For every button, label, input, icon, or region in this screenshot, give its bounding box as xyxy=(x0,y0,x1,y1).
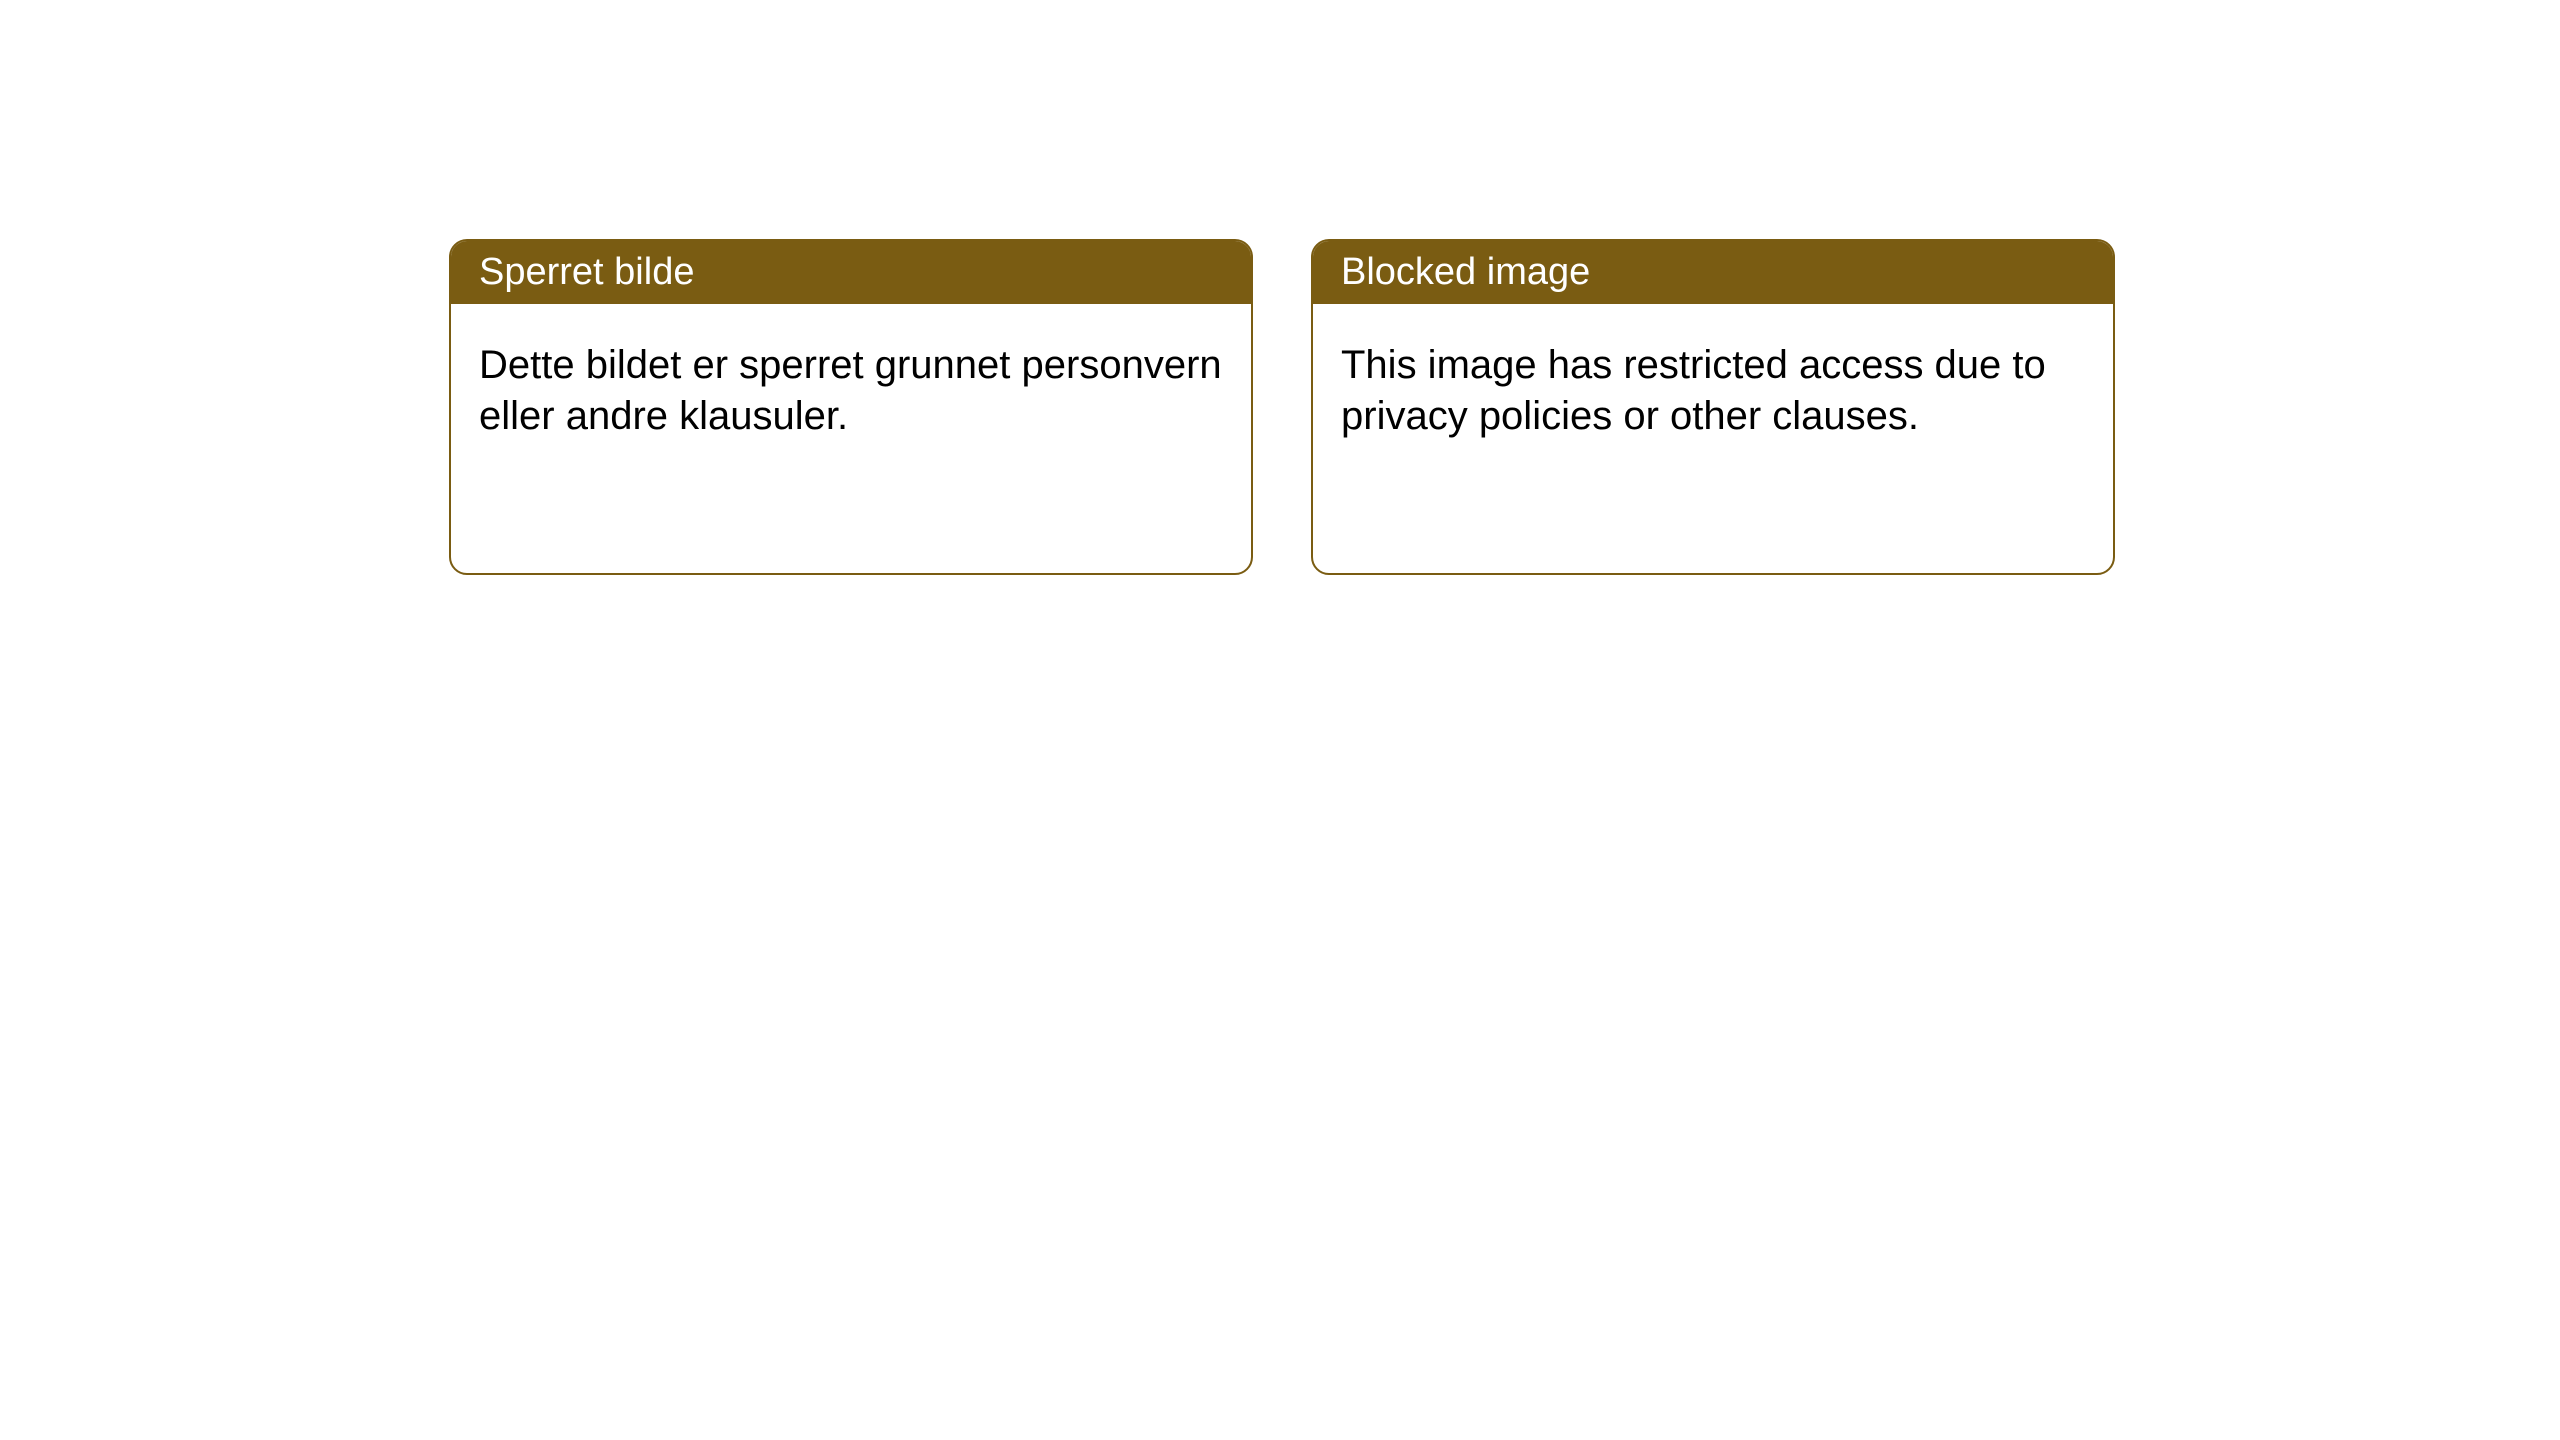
notice-card-english: Blocked image This image has restricted … xyxy=(1311,239,2115,575)
card-title: Sperret bilde xyxy=(451,241,1251,304)
notice-container: Sperret bilde Dette bildet er sperret gr… xyxy=(0,0,2560,575)
card-body: Dette bildet er sperret grunnet personve… xyxy=(451,304,1251,478)
notice-card-norwegian: Sperret bilde Dette bildet er sperret gr… xyxy=(449,239,1253,575)
card-body: This image has restricted access due to … xyxy=(1313,304,2113,478)
card-title: Blocked image xyxy=(1313,241,2113,304)
